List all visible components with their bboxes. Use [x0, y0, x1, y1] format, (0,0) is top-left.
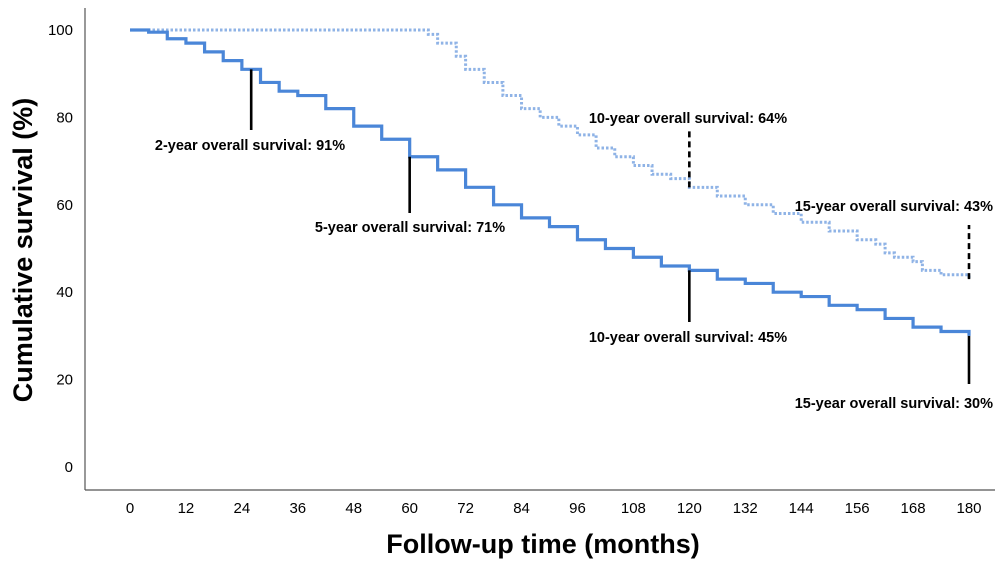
- y-axis-title: Cumulative survival (%): [8, 98, 38, 403]
- x-tick-label: 180: [956, 500, 981, 517]
- x-tick-label: 144: [789, 500, 814, 517]
- series-lines: [130, 28, 971, 336]
- x-tick-label: 84: [513, 500, 530, 517]
- x-tick-label: 156: [845, 500, 870, 517]
- x-tick-labels: 0 12 24 36 48 60 72 84 96 108 120 132 144 156 168 180: [126, 500, 982, 517]
- annotations: 2-year overall survival: 91% 5-year overa…: [155, 69, 993, 412]
- annotation-label: 15-year overall survival: 30%: [795, 396, 993, 412]
- annotation-label: 10-year overall survival: 64%: [589, 111, 787, 127]
- annotation-label: 2-year overall survival: 91%: [155, 138, 345, 154]
- x-tick-label: 108: [621, 500, 646, 517]
- x-tick-label: 120: [677, 500, 702, 517]
- x-tick-label: 96: [569, 500, 586, 517]
- x-tick-label: 48: [345, 500, 362, 517]
- y-tick-label: 40: [56, 284, 73, 301]
- survival-curve-dotted: [130, 28, 971, 280]
- y-tick-label: 0: [65, 459, 73, 476]
- x-tick-label: 0: [126, 500, 134, 517]
- y-tick-label: 100: [48, 22, 73, 39]
- x-tick-label: 12: [178, 500, 195, 517]
- x-axis-title: Follow-up time (months): [386, 529, 699, 559]
- y-tick-label: 60: [56, 197, 73, 214]
- x-tick-label: 132: [733, 500, 758, 517]
- annotation-label: 10-year overall survival: 45%: [589, 330, 787, 346]
- x-tick-label: 168: [901, 500, 926, 517]
- annotation-label: 5-year overall survival: 71%: [315, 220, 505, 236]
- x-tick-label: 36: [289, 500, 306, 517]
- y-tick-label: 20: [56, 372, 73, 389]
- y-tick-labels: 0 20 40 60 80 100: [48, 22, 73, 476]
- y-tick-label: 80: [56, 109, 73, 126]
- survival-curve-solid: [130, 28, 971, 336]
- x-tick-label: 24: [234, 500, 251, 517]
- x-tick-label: 60: [401, 500, 418, 517]
- axes: [84, 8, 995, 491]
- x-tick-label: 72: [457, 500, 474, 517]
- annotation-label: 15-year overall survival: 43%: [795, 199, 993, 215]
